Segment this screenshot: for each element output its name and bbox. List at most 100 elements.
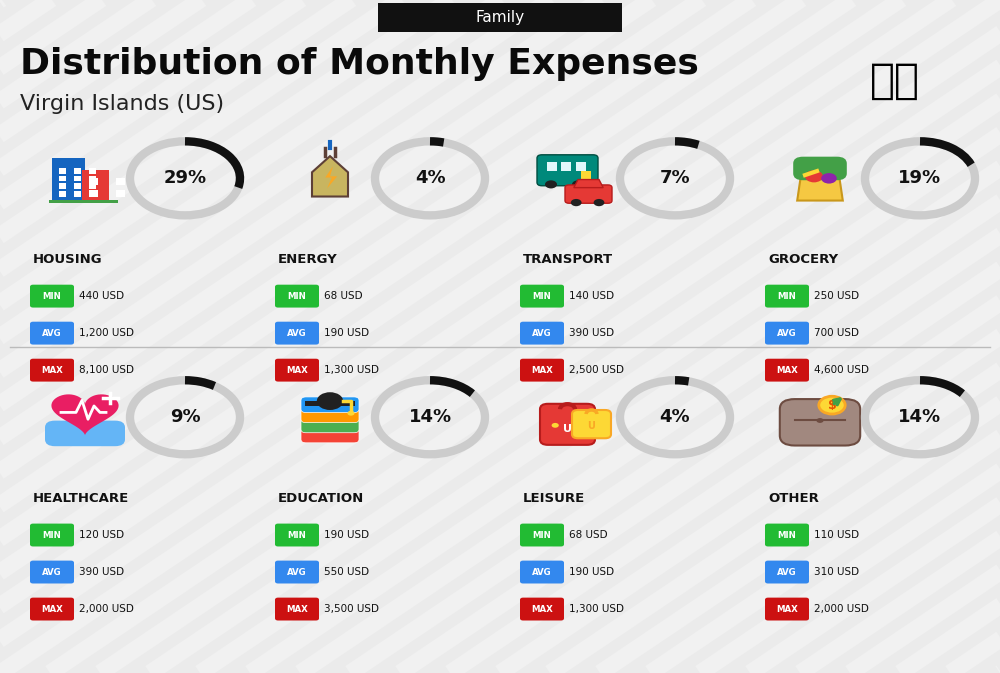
FancyBboxPatch shape <box>520 285 564 308</box>
Circle shape <box>805 170 823 182</box>
FancyBboxPatch shape <box>520 524 564 546</box>
Text: AVG: AVG <box>42 328 62 338</box>
FancyBboxPatch shape <box>30 524 74 546</box>
FancyBboxPatch shape <box>561 162 571 171</box>
Text: Virgin Islands (US): Virgin Islands (US) <box>20 94 224 114</box>
FancyBboxPatch shape <box>765 561 809 583</box>
Text: 7%: 7% <box>660 170 690 187</box>
FancyBboxPatch shape <box>74 191 81 197</box>
Text: ENERGY: ENERGY <box>278 252 338 266</box>
FancyBboxPatch shape <box>765 359 809 382</box>
FancyBboxPatch shape <box>275 322 319 345</box>
Text: U: U <box>588 421 595 431</box>
FancyBboxPatch shape <box>765 524 809 546</box>
Text: AVG: AVG <box>287 567 307 577</box>
Text: MIN: MIN <box>533 530 551 540</box>
FancyBboxPatch shape <box>576 162 586 171</box>
FancyBboxPatch shape <box>275 359 319 382</box>
Text: 2,000 USD: 2,000 USD <box>79 604 134 614</box>
FancyBboxPatch shape <box>89 190 98 197</box>
FancyBboxPatch shape <box>275 524 319 546</box>
Text: TRANSPORT: TRANSPORT <box>523 252 613 266</box>
FancyBboxPatch shape <box>89 184 96 189</box>
Text: LEISURE: LEISURE <box>523 491 585 505</box>
Circle shape <box>819 396 845 414</box>
Text: MAX: MAX <box>286 604 308 614</box>
FancyBboxPatch shape <box>30 359 74 382</box>
Circle shape <box>594 199 604 206</box>
FancyBboxPatch shape <box>793 157 847 180</box>
FancyBboxPatch shape <box>537 155 598 186</box>
Polygon shape <box>797 176 843 201</box>
Text: 190 USD: 190 USD <box>324 328 369 338</box>
Text: 4%: 4% <box>415 170 445 187</box>
Text: 19%: 19% <box>898 170 942 187</box>
Text: 14%: 14% <box>408 409 452 426</box>
Text: MIN: MIN <box>533 291 551 301</box>
Text: EDUCATION: EDUCATION <box>278 491 364 505</box>
Text: 1,200 USD: 1,200 USD <box>79 328 134 338</box>
Text: 700 USD: 700 USD <box>814 328 859 338</box>
FancyBboxPatch shape <box>547 162 557 171</box>
Polygon shape <box>325 166 337 188</box>
FancyBboxPatch shape <box>59 191 66 197</box>
Text: 440 USD: 440 USD <box>79 291 124 301</box>
Text: AVG: AVG <box>42 567 62 577</box>
Polygon shape <box>312 156 348 197</box>
Text: 250 USD: 250 USD <box>814 291 859 301</box>
FancyBboxPatch shape <box>52 158 85 203</box>
Text: OTHER: OTHER <box>768 491 819 505</box>
Text: 4%: 4% <box>660 409 690 426</box>
FancyBboxPatch shape <box>275 598 319 621</box>
FancyBboxPatch shape <box>116 190 125 197</box>
Text: AVG: AVG <box>287 328 307 338</box>
Text: 29%: 29% <box>163 170 207 187</box>
Text: 1,300 USD: 1,300 USD <box>324 365 379 375</box>
Circle shape <box>347 411 355 416</box>
FancyBboxPatch shape <box>565 185 612 203</box>
Text: 4,600 USD: 4,600 USD <box>814 365 869 375</box>
FancyBboxPatch shape <box>275 285 319 308</box>
Polygon shape <box>574 180 603 188</box>
FancyBboxPatch shape <box>275 561 319 583</box>
FancyBboxPatch shape <box>74 168 81 174</box>
Text: 3,500 USD: 3,500 USD <box>324 604 379 614</box>
Text: 2,000 USD: 2,000 USD <box>814 604 869 614</box>
FancyBboxPatch shape <box>89 191 96 197</box>
Text: MIN: MIN <box>43 530 61 540</box>
FancyBboxPatch shape <box>301 407 359 423</box>
FancyBboxPatch shape <box>116 178 125 185</box>
FancyBboxPatch shape <box>301 427 359 443</box>
Text: 8,100 USD: 8,100 USD <box>79 365 134 375</box>
FancyBboxPatch shape <box>801 174 839 178</box>
Text: MIN: MIN <box>288 291 306 301</box>
Circle shape <box>317 392 343 410</box>
FancyBboxPatch shape <box>74 184 81 189</box>
Text: 310 USD: 310 USD <box>814 567 859 577</box>
Text: MIN: MIN <box>778 291 796 301</box>
Circle shape <box>821 173 837 184</box>
FancyBboxPatch shape <box>572 410 611 438</box>
Text: MAX: MAX <box>286 365 308 375</box>
FancyBboxPatch shape <box>765 285 809 308</box>
Circle shape <box>552 423 559 428</box>
Text: 🇻🇮: 🇻🇮 <box>870 60 920 102</box>
Polygon shape <box>51 394 119 435</box>
Circle shape <box>571 199 582 206</box>
Text: 68 USD: 68 USD <box>569 530 608 540</box>
Text: $: $ <box>828 398 836 412</box>
Circle shape <box>572 180 584 188</box>
Text: MIN: MIN <box>288 530 306 540</box>
Text: MAX: MAX <box>776 365 798 375</box>
FancyBboxPatch shape <box>59 168 66 174</box>
FancyBboxPatch shape <box>82 170 109 203</box>
Text: MAX: MAX <box>776 604 798 614</box>
FancyBboxPatch shape <box>540 404 595 445</box>
Text: 110 USD: 110 USD <box>814 530 859 540</box>
FancyBboxPatch shape <box>89 176 96 182</box>
FancyBboxPatch shape <box>301 397 359 413</box>
FancyBboxPatch shape <box>520 561 564 583</box>
FancyBboxPatch shape <box>89 178 98 185</box>
Text: 390 USD: 390 USD <box>79 567 124 577</box>
FancyBboxPatch shape <box>765 598 809 621</box>
